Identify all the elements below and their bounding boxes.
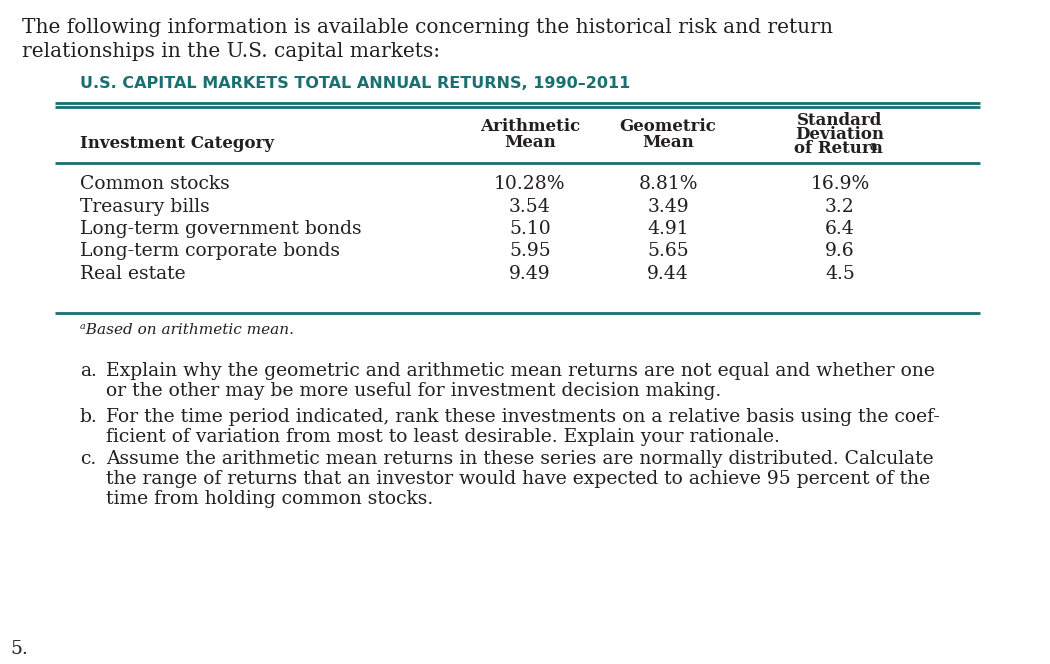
Text: relationships in the U.S. capital markets:: relationships in the U.S. capital market… [22,42,440,61]
Text: Real estate: Real estate [80,265,186,283]
Text: U.S. CAPITAL MARKETS TOTAL ANNUAL RETURNS, 1990–2011: U.S. CAPITAL MARKETS TOTAL ANNUAL RETURN… [80,76,630,91]
Text: 4.5: 4.5 [825,265,855,283]
Text: of Return: of Return [794,140,882,157]
Text: 5.10: 5.10 [509,220,551,238]
Text: Treasury bills: Treasury bills [80,198,210,216]
Text: Common stocks: Common stocks [80,175,230,193]
Text: 9.44: 9.44 [647,265,689,283]
Text: 5.65: 5.65 [647,242,689,260]
Text: 3.49: 3.49 [647,198,689,216]
Text: 16.9%: 16.9% [811,175,869,193]
Text: Standard: Standard [797,112,883,129]
Text: a: a [870,140,878,153]
Text: Mean: Mean [504,134,555,151]
Text: 8.81%: 8.81% [638,175,698,193]
Text: Arithmetic: Arithmetic [480,118,580,135]
Text: c.: c. [80,450,97,468]
Text: Deviation: Deviation [796,126,884,143]
Text: 9.49: 9.49 [509,265,551,283]
Text: Assume the arithmetic mean returns in these series are normally distributed. Cal: Assume the arithmetic mean returns in th… [106,450,933,468]
Text: time from holding common stocks.: time from holding common stocks. [106,490,434,508]
Text: 6.4: 6.4 [825,220,855,238]
Text: 3.2: 3.2 [825,198,855,216]
Text: the range of returns that an investor would have expected to achieve 95 percent : the range of returns that an investor wo… [106,470,930,488]
Text: 4.91: 4.91 [647,220,689,238]
Text: ᵃBased on arithmetic mean.: ᵃBased on arithmetic mean. [80,323,294,337]
Text: 3.54: 3.54 [509,198,551,216]
Text: ficient of variation from most to least desirable. Explain your rationale.: ficient of variation from most to least … [106,428,780,446]
Text: The following information is available concerning the historical risk and return: The following information is available c… [22,18,833,37]
Text: 9.6: 9.6 [825,242,855,260]
Text: Geometric: Geometric [620,118,716,135]
Text: Investment Category: Investment Category [80,135,274,152]
Text: 5.: 5. [10,640,28,658]
Text: 5.95: 5.95 [509,242,551,260]
Text: b.: b. [80,408,98,426]
Text: 10.28%: 10.28% [495,175,566,193]
Text: For the time period indicated, rank these investments on a relative basis using : For the time period indicated, rank thes… [106,408,940,426]
Text: Long-term corporate bonds: Long-term corporate bonds [80,242,340,260]
Text: or the other may be more useful for investment decision making.: or the other may be more useful for inve… [106,382,721,400]
Text: Explain why the geometric and arithmetic mean returns are not equal and whether : Explain why the geometric and arithmetic… [106,362,934,380]
Text: Mean: Mean [643,134,694,151]
Text: a.: a. [80,362,97,380]
Text: Long-term government bonds: Long-term government bonds [80,220,361,238]
